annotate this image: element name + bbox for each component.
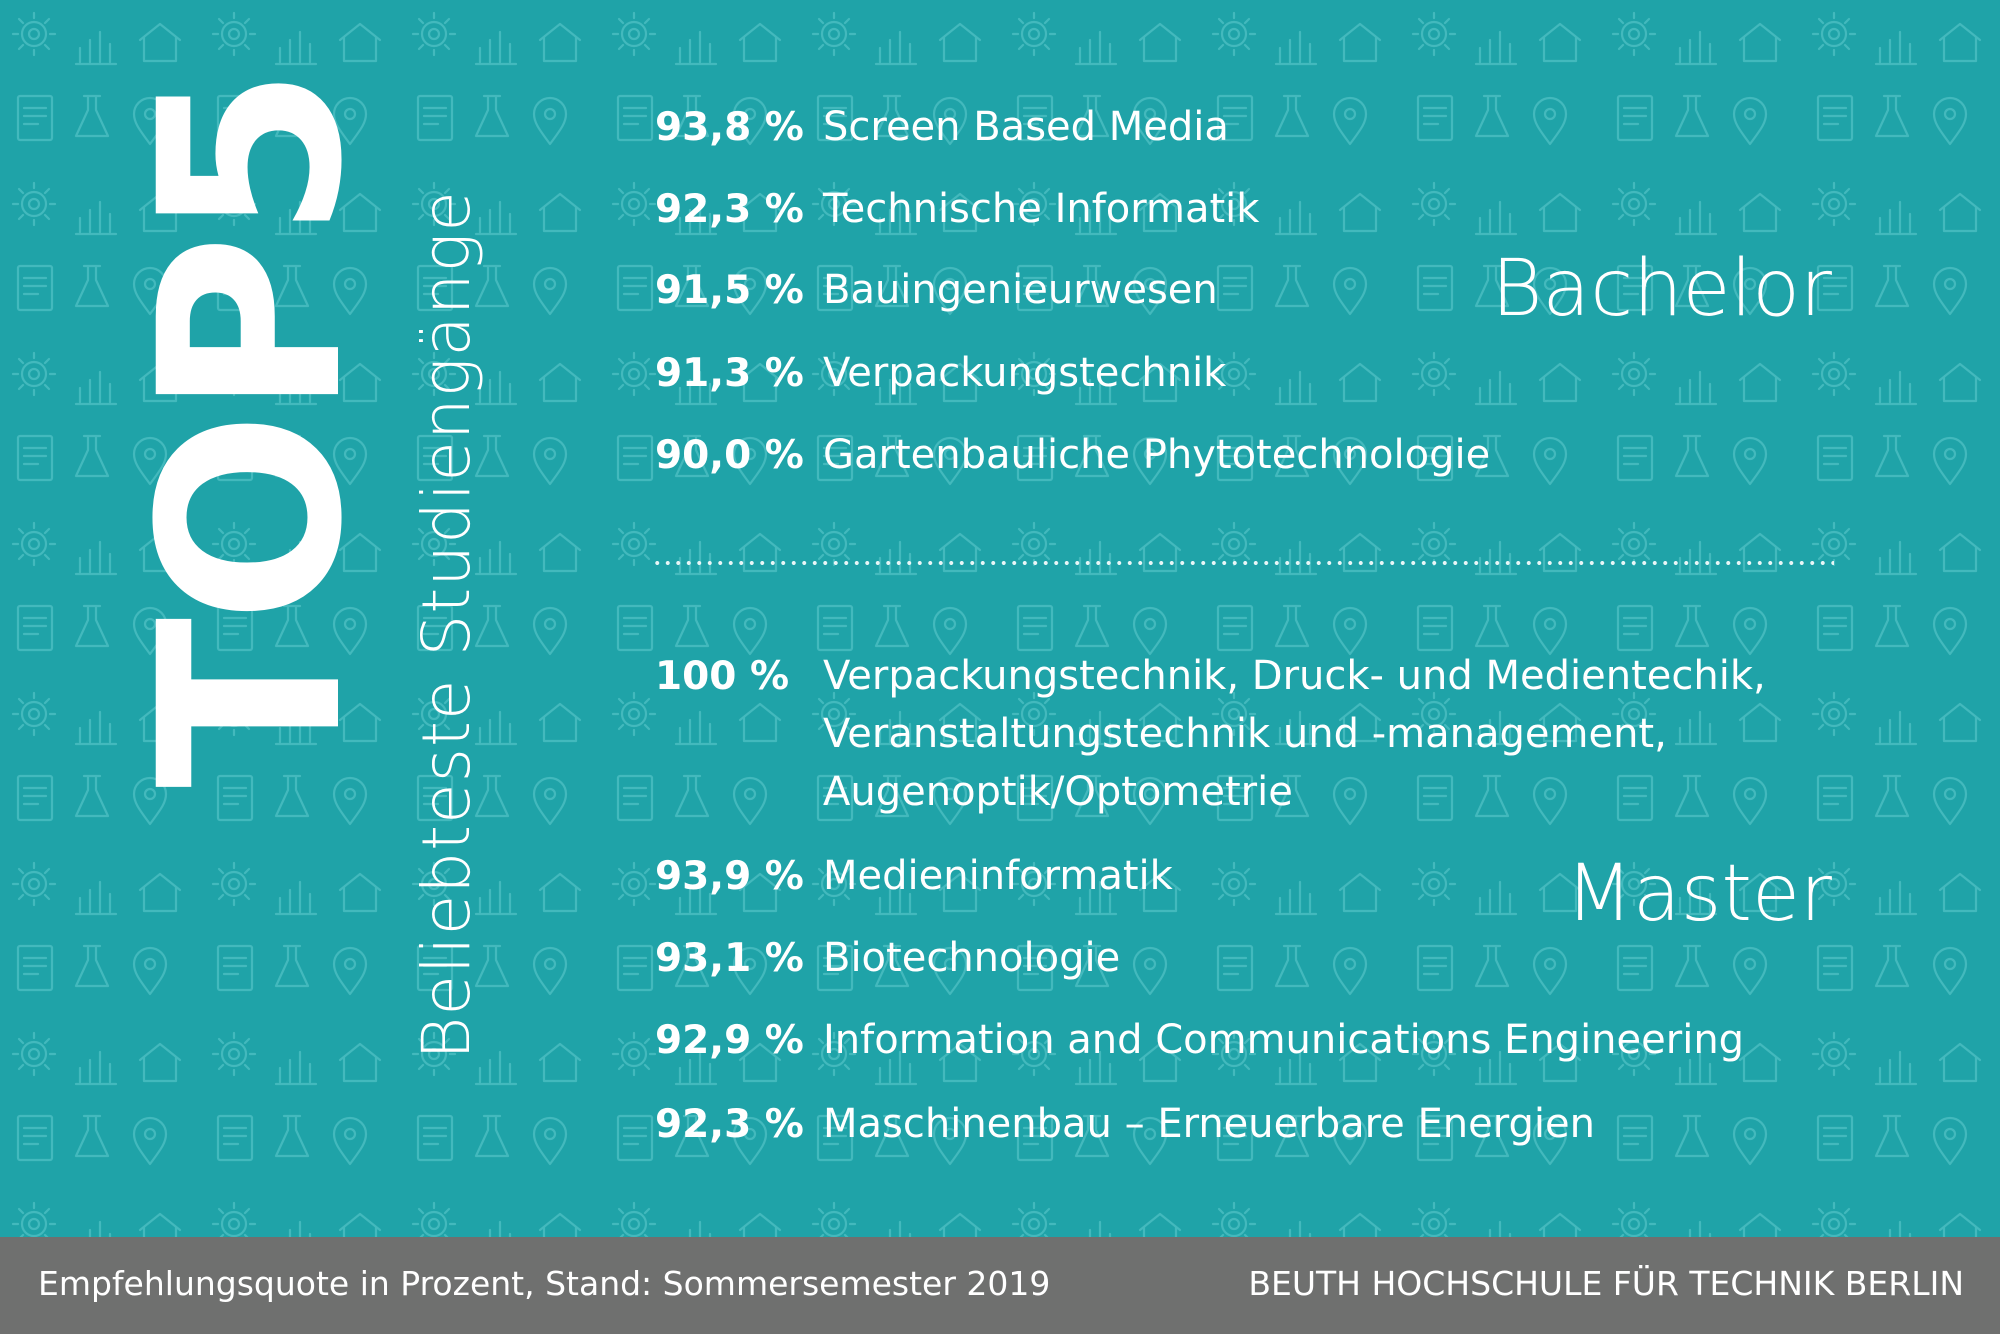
percentage: 93,1 % [655,936,804,981]
percentage: 91,3 % [655,351,804,396]
section-divider [652,560,1834,566]
footer-brand: BEUTH HOCHSCHULE FÜR TECHNIK BERLIN [1248,1264,1964,1303]
footer-note: Empfehlungsquote in Prozent, Stand: Somm… [38,1264,1051,1303]
program-name: Technische Informatik [823,186,1260,232]
master-label: Master [1565,849,1832,939]
percentage: 90,0 % [655,433,804,478]
percentage: 93,8 % [655,105,804,150]
program-name: Gartenbauliche Phytotechnologie [823,432,1491,478]
percentage: 100 % [655,654,790,699]
percentage: 92,9 % [655,1018,804,1063]
program-name: Bauingenieurwesen [823,267,1218,313]
program-name: Verpackungstechnik [823,350,1227,396]
title-column: TOP5 Beliebteste Studiengänge [0,0,560,1237]
page-subtitle: Beliebteste Studiengänge [408,190,485,1060]
page-title: TOP5 [106,71,397,789]
footer-bar: Empfehlungsquote in Prozent, Stand: Somm… [0,1237,2000,1334]
program-name-line: Veranstaltungstechnik und -management, [823,711,1667,757]
program-name: Information and Communications Engineeri… [823,1017,1745,1063]
program-name: Maschinenbau – Erneuerbare Energien [823,1101,1595,1147]
program-name-line: Augenoptik/Optometrie [823,769,1293,815]
percentage: 93,9 % [655,854,804,899]
program-name-line: Verpackungstechnik, Druck- und Medientec… [823,653,1766,699]
percentage: 92,3 % [655,187,804,232]
program-name: Medieninformatik [823,853,1173,899]
program-name: Screen Based Media [823,104,1229,150]
percentage: 92,3 % [655,1102,804,1147]
program-name: Biotechnologie [823,935,1121,981]
percentage: 91,5 % [655,268,804,313]
bachelor-label: Bachelor [1491,244,1832,334]
